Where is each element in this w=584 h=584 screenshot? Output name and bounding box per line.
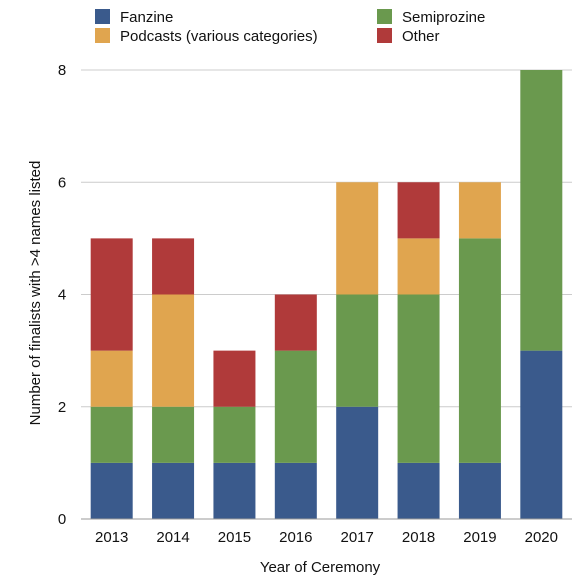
bar-segment-semiprozine-2020: [520, 70, 563, 351]
bars: [90, 70, 563, 519]
legend-label: Podcasts (various categories): [120, 28, 318, 45]
y-tick-label: 4: [58, 287, 66, 304]
legend-swatch: [95, 9, 110, 24]
y-tick-label: 8: [58, 62, 66, 79]
bar-segment-semiprozine-2014: [152, 406, 195, 463]
legend: Fanzine Podcasts (various categories) Semi…: [95, 9, 485, 45]
bar-segment-fanzine-2020: [520, 350, 563, 519]
bar-segment-fanzine-2019: [458, 462, 501, 519]
legend-label: Other: [402, 28, 440, 45]
bar-segment-podcasts-2019: [458, 182, 501, 239]
legend-swatch: [377, 9, 392, 24]
bar-stack-2019: [458, 182, 501, 519]
bar-segment-fanzine-2013: [90, 462, 133, 519]
bar-segment-fanzine-2016: [274, 462, 317, 519]
legend-item-other: Other: [377, 28, 440, 45]
bar-segment-other-2015: [213, 350, 256, 407]
bar-segment-semiprozine-2019: [458, 238, 501, 463]
bar-stack-2014: [152, 238, 195, 519]
bar-segment-fanzine-2018: [397, 462, 440, 519]
bar-stack-2015: [213, 350, 256, 519]
bar-segment-other-2018: [397, 182, 440, 239]
bar-segment-podcasts-2013: [90, 350, 133, 407]
bar-segment-podcasts-2014: [152, 294, 195, 407]
x-tick-label: 2016: [279, 529, 312, 546]
bar-segment-other-2016: [274, 294, 317, 351]
bar-segment-fanzine-2015: [213, 462, 256, 519]
legend-label: Fanzine: [120, 9, 173, 26]
bar-segment-fanzine-2014: [152, 462, 195, 519]
y-tick-label: 6: [58, 174, 66, 191]
y-tick-label: 0: [58, 511, 66, 528]
bar-segment-semiprozine-2017: [336, 294, 379, 407]
bar-stack-2020: [520, 70, 563, 519]
bar-stack-2017: [336, 182, 379, 519]
bar-segment-fanzine-2017: [336, 406, 379, 519]
bar-segment-semiprozine-2016: [274, 350, 317, 463]
bar-segment-other-2014: [152, 238, 195, 295]
bar-stack-2016: [274, 294, 317, 519]
bar-segment-podcasts-2017: [336, 182, 379, 295]
x-axis-title: Year of Ceremony: [260, 559, 381, 576]
x-tick-label: 2017: [341, 529, 374, 546]
y-tick-label: 2: [58, 399, 66, 416]
legend-item-podcasts: Podcasts (various categories): [95, 28, 318, 45]
axes: 0 2 4 6 8 2013 2014 2015 2016 2017 2018 2019 2020: [58, 62, 572, 546]
legend-item-fanzine: Fanzine: [95, 9, 173, 26]
legend-item-semiprozine: Semiprozine: [377, 9, 485, 26]
legend-swatch: [95, 28, 110, 43]
bar-stack-2013: [90, 238, 133, 519]
y-axis-title: Number of finalists with >4 names listed: [27, 161, 44, 426]
x-tick-label: 2013: [95, 529, 128, 546]
x-tick-label: 2014: [156, 529, 189, 546]
x-tick-label: 2015: [218, 529, 251, 546]
bar-segment-podcasts-2018: [397, 238, 440, 295]
legend-swatch: [377, 28, 392, 43]
x-tick-label: 2019: [463, 529, 496, 546]
bar-segment-semiprozine-2013: [90, 406, 133, 463]
bar-segment-semiprozine-2015: [213, 406, 256, 463]
bar-segment-other-2013: [90, 238, 133, 351]
bar-stack-2018: [397, 182, 440, 519]
x-tick-label: 2020: [525, 529, 558, 546]
x-tick-label: 2018: [402, 529, 435, 546]
bar-segment-semiprozine-2018: [397, 294, 440, 463]
legend-label: Semiprozine: [402, 9, 485, 26]
